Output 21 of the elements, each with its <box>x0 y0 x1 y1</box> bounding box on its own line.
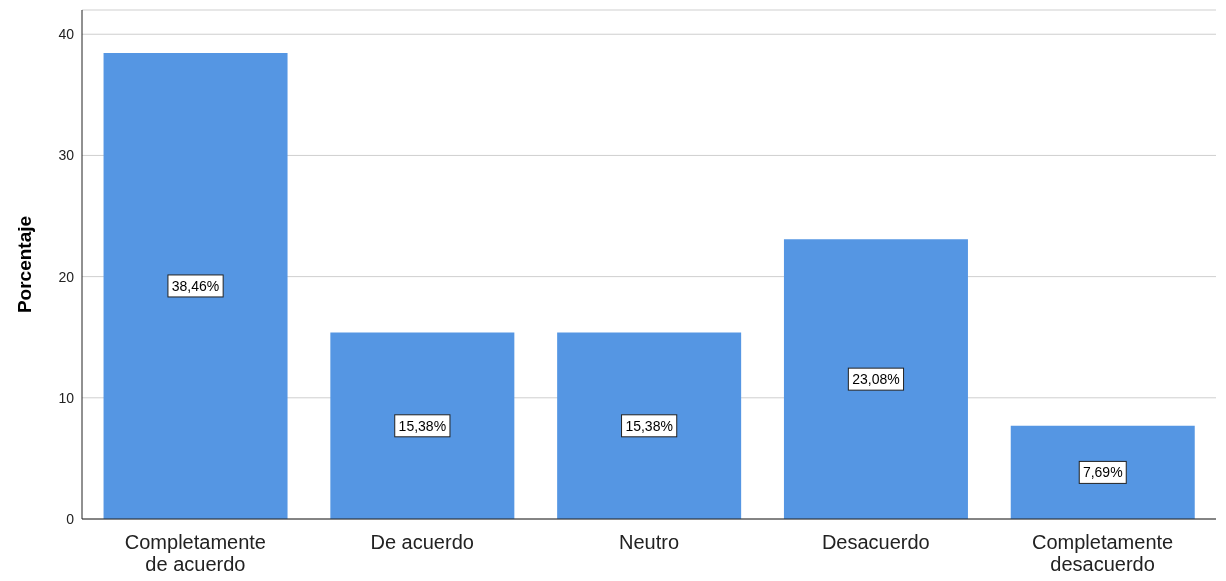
bar <box>103 52 288 519</box>
bar <box>783 239 968 519</box>
y-tick-label: 40 <box>58 26 75 43</box>
bar <box>1010 425 1195 519</box>
y-tick-label: 10 <box>58 389 75 406</box>
bar <box>557 332 742 519</box>
data-label: 38,46% <box>171 277 220 294</box>
data-label: 15,38% <box>625 417 673 434</box>
y-tick-label: 30 <box>58 147 75 164</box>
bar <box>330 332 515 519</box>
data-label: 15,38% <box>398 417 447 434</box>
x-tick-label: Desacuerdo <box>821 531 930 553</box>
data-label: 23,08% <box>852 371 900 388</box>
y-axis-title: Porcentaje <box>13 215 35 314</box>
x-tick-label: Neutro <box>618 531 680 553</box>
y-tick-label: 0 <box>66 510 75 527</box>
x-tick-label: De acuerdo <box>370 531 474 553</box>
x-tick-label: Completamente desacuerdo <box>1032 531 1174 575</box>
x-tick-label: Completamente de acuerdo <box>124 531 266 575</box>
data-label: 7,69% <box>1082 464 1123 481</box>
y-tick-label: 20 <box>58 268 75 285</box>
